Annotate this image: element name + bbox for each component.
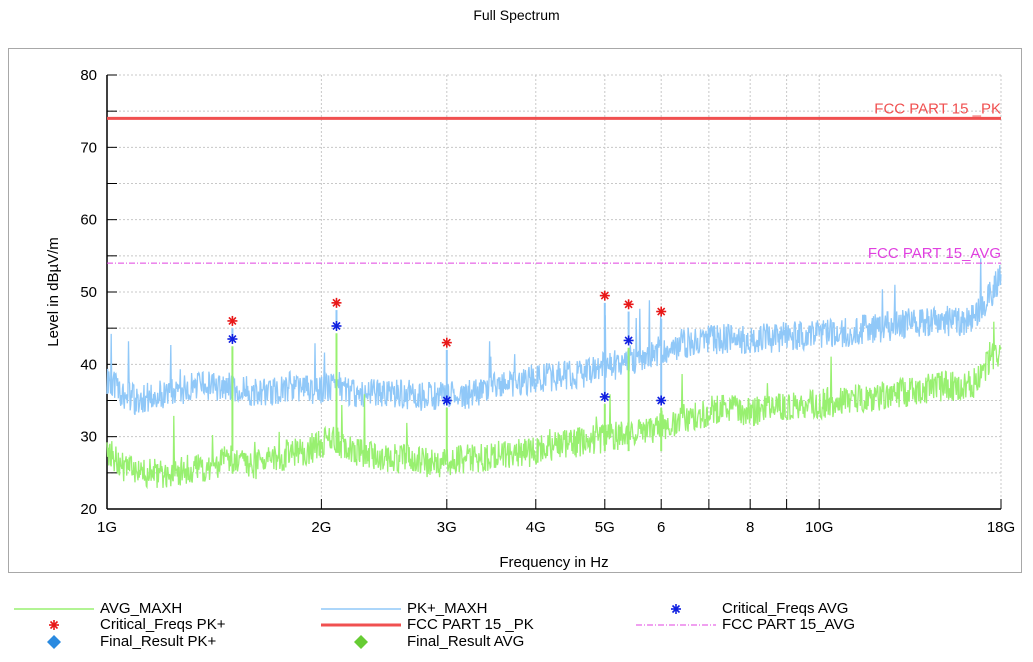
limit-label-pk: FCC PART 15 _PK bbox=[874, 100, 1001, 117]
legend-diamond bbox=[47, 635, 61, 649]
legend-item: FCC PART 15_AVG bbox=[636, 617, 936, 633]
x-tick-label: 10G bbox=[805, 519, 833, 536]
x-tick-label: 5G bbox=[595, 519, 615, 536]
legend-label: AVG_MAXH bbox=[100, 600, 183, 617]
legend-label: FCC PART 15_AVG bbox=[722, 616, 856, 633]
critical-freq-pk-marker bbox=[599, 290, 610, 301]
critical-freq-pk-marker bbox=[331, 297, 342, 308]
legend-item: FCC PART 15 _PK bbox=[321, 617, 621, 633]
legend-swatch bbox=[321, 601, 401, 617]
critical-freq-avg-marker bbox=[441, 395, 452, 406]
limit-label-avg: FCC PART 15_AVG bbox=[868, 245, 1001, 262]
critical-freq-avg-marker bbox=[656, 395, 667, 406]
star-stroke bbox=[442, 338, 451, 347]
star-stroke bbox=[600, 392, 609, 401]
legend-item: PK+_MAXH bbox=[321, 601, 621, 617]
legend-swatch bbox=[636, 617, 716, 633]
star-stroke bbox=[49, 620, 59, 630]
star-stroke bbox=[600, 291, 609, 300]
y-tick-label: 60 bbox=[80, 212, 97, 229]
star-stroke bbox=[657, 396, 666, 405]
legend-swatch-graphic bbox=[321, 608, 401, 610]
legend-label: Critical_Freqs PK+ bbox=[100, 616, 226, 633]
legend-label: Final_Result AVG bbox=[407, 633, 525, 650]
x-axis-label: Frequency in Hz bbox=[499, 554, 608, 571]
x-tick-label: 2G bbox=[311, 519, 331, 536]
legend-star bbox=[49, 620, 59, 630]
critical-freq-pk-marker bbox=[227, 315, 238, 326]
legend-item: Critical_Freqs AVG bbox=[636, 601, 936, 617]
critical-freq-avg-marker bbox=[623, 335, 634, 346]
x-tick-label: 4G bbox=[526, 519, 546, 536]
legend-label: FCC PART 15 _PK bbox=[407, 616, 534, 633]
legend-swatch bbox=[14, 617, 94, 633]
critical-freq-pk-marker bbox=[656, 306, 667, 317]
pk-maxh-trace bbox=[106, 258, 1002, 416]
x-tick-label: 18G bbox=[987, 519, 1015, 536]
y-tick-label: 30 bbox=[80, 429, 97, 446]
star-stroke bbox=[671, 604, 681, 614]
y-tick-label: 80 bbox=[80, 67, 97, 84]
legend-item: AVG_MAXH bbox=[14, 601, 314, 617]
plot-frame bbox=[8, 48, 1022, 573]
y-tick-label: 20 bbox=[80, 501, 97, 518]
x-tick-label: 8 bbox=[746, 519, 754, 536]
star-stroke bbox=[624, 336, 633, 345]
legend-item: Final_Result AVG bbox=[321, 634, 621, 650]
star-stroke bbox=[332, 321, 341, 331]
legend-swatch-graphic bbox=[671, 604, 681, 614]
legend-item: Critical_Freqs PK+ bbox=[14, 617, 314, 633]
legend-swatch-graphic bbox=[321, 623, 401, 627]
chart-title: Full Spectrum bbox=[473, 7, 560, 23]
star-stroke bbox=[442, 396, 451, 405]
x-tick-label: 6 bbox=[657, 519, 665, 536]
y-tick-label: 70 bbox=[80, 139, 97, 156]
star-stroke bbox=[228, 316, 237, 325]
legend-swatch-graphic bbox=[49, 620, 59, 630]
legend-label: Critical_Freqs AVG bbox=[722, 600, 849, 617]
legend-star bbox=[671, 604, 681, 614]
star-stroke bbox=[624, 300, 633, 309]
legend-item: Final_Result PK+ bbox=[14, 634, 314, 650]
critical-freq-pk-marker bbox=[623, 299, 634, 310]
star-stroke bbox=[228, 334, 237, 344]
critical-freq-avg-marker bbox=[331, 320, 342, 331]
legend-swatch-graphic bbox=[354, 635, 368, 649]
star-stroke bbox=[332, 298, 341, 307]
avg-maxh-trace bbox=[106, 321, 1002, 490]
critical-freq-pk-marker bbox=[441, 337, 452, 348]
legend-swatch bbox=[14, 634, 94, 650]
legend-swatch-graphic bbox=[47, 635, 61, 649]
critical-freq-avg-marker bbox=[227, 334, 238, 345]
legend-label: PK+_MAXH bbox=[407, 600, 488, 617]
y-axis-label: Level in dBµV/m bbox=[45, 237, 62, 347]
y-tick-label: 50 bbox=[80, 284, 97, 301]
star-stroke bbox=[657, 307, 666, 316]
legend-swatch-graphic bbox=[14, 608, 94, 610]
legend-swatch bbox=[321, 617, 401, 633]
x-tick-label: 1G bbox=[97, 519, 117, 536]
legend-swatch-graphic bbox=[636, 624, 716, 626]
legend-diamond bbox=[354, 635, 368, 649]
critical-freq-avg-marker bbox=[599, 391, 610, 402]
legend-swatch bbox=[321, 634, 401, 650]
y-tick-label: 40 bbox=[80, 356, 97, 373]
x-tick-label: 3G bbox=[437, 519, 457, 536]
legend-label: Final_Result PK+ bbox=[100, 633, 217, 650]
legend-swatch bbox=[636, 601, 716, 617]
legend-swatch bbox=[14, 601, 94, 617]
